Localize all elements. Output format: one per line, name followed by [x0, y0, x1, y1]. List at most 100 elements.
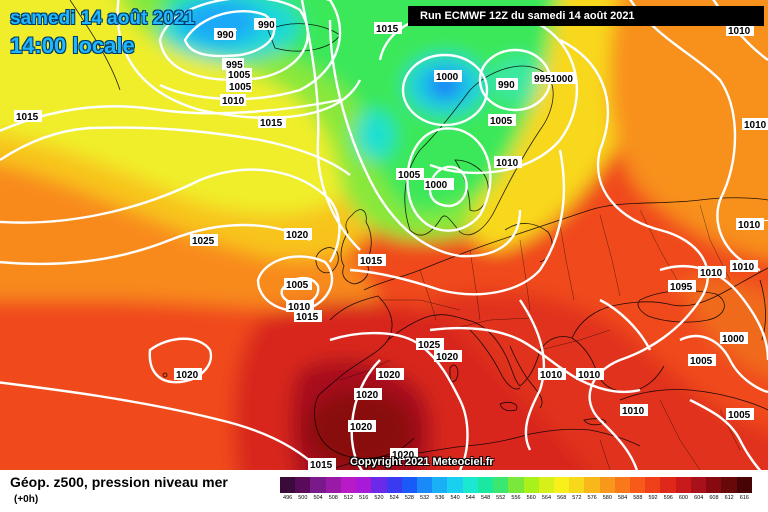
- svg-text:1005: 1005: [228, 70, 251, 81]
- svg-text:1000: 1000: [722, 334, 745, 345]
- isobar-label: 1005: [488, 114, 516, 127]
- map-variable-title: Géop. z500, pression niveau mer: [10, 474, 228, 490]
- svg-text:1005: 1005: [286, 280, 309, 291]
- color-swatch: [447, 477, 463, 493]
- isobar-label: 1005: [284, 278, 312, 291]
- color-scale-ticks: 496 500 504 508 512 516 520 524 528 532 536 540 544 5…: [280, 495, 752, 509]
- map-canvas: 990 990 995 1005 1005 1010 1015 1015 101…: [0, 0, 768, 470]
- isobar-label: 9951000: [532, 72, 576, 85]
- color-swatch: [325, 477, 341, 493]
- svg-text:1010: 1010: [622, 406, 645, 417]
- color-swatch: [630, 477, 646, 493]
- color-swatch: [356, 477, 372, 493]
- scale-tick-label: 608: [709, 495, 719, 501]
- svg-text:9951000: 9951000: [534, 74, 573, 85]
- isobar-label: 1005: [396, 168, 424, 181]
- scale-tick-label: 504: [313, 495, 323, 501]
- svg-text:1010: 1010: [738, 220, 761, 231]
- scale-tick-label: 512: [343, 495, 354, 501]
- svg-text:1005: 1005: [490, 116, 513, 127]
- isobar-label: 1020: [390, 448, 418, 461]
- svg-text:1010: 1010: [728, 26, 751, 37]
- isobar-label: 1005: [226, 80, 252, 93]
- scale-tick-label: 532: [420, 495, 430, 501]
- weather-map: 990 990 995 1005 1005 1010 1015 1015 101…: [0, 0, 768, 470]
- isobar-label: 1010: [736, 218, 764, 231]
- color-swatch: [401, 477, 417, 493]
- scale-tick-label: 496: [283, 495, 293, 501]
- svg-text:1020: 1020: [286, 230, 309, 241]
- svg-text:1095: 1095: [670, 282, 693, 293]
- svg-text:1015: 1015: [260, 118, 283, 129]
- isobar-label: 1015: [14, 110, 42, 123]
- scale-tick-label: 520: [374, 495, 384, 501]
- scale-tick-label: 516: [359, 495, 369, 501]
- scale-tick-label: 560: [526, 495, 536, 501]
- color-swatch: [493, 477, 509, 493]
- isobar-label: 1010: [220, 94, 246, 107]
- svg-text:1015: 1015: [16, 112, 39, 123]
- color-swatch: [432, 477, 448, 493]
- isobar-label: 1095: [668, 280, 696, 293]
- isobar-label: 1015: [358, 254, 386, 267]
- isobar-label: 1000: [424, 178, 454, 191]
- scale-tick-label: 572: [572, 495, 582, 501]
- svg-text:1020: 1020: [378, 370, 401, 381]
- isobar-labels: 990 990 995 1005 1005 1010 1015 1015 101…: [14, 18, 768, 470]
- scale-tick-label: 580: [602, 495, 612, 501]
- scale-tick-label: 588: [633, 495, 643, 501]
- color-swatch: [690, 477, 707, 493]
- svg-text:990: 990: [217, 30, 234, 41]
- isobar-label: 1010: [494, 156, 522, 169]
- color-swatch: [416, 477, 433, 493]
- color-swatch: [584, 477, 600, 493]
- svg-text:1015: 1015: [360, 256, 383, 267]
- scale-tick-label: 592: [648, 495, 658, 501]
- isobar-label: 990: [254, 18, 276, 31]
- svg-text:1020: 1020: [436, 352, 459, 363]
- isobar-label: 1020: [348, 420, 376, 433]
- run-info-banner: Run ECMWF 12Z du samedi 14 août 2021: [408, 6, 764, 26]
- svg-text:1005: 1005: [398, 170, 421, 181]
- isobar-label: 1025: [190, 234, 218, 247]
- svg-text:1005: 1005: [690, 356, 713, 367]
- forecast-time: 14:00 locale: [10, 33, 135, 58]
- svg-text:1000: 1000: [436, 72, 459, 83]
- isobar-label: 1025: [416, 338, 444, 351]
- svg-text:1010: 1010: [288, 302, 311, 313]
- scale-tick-label: 604: [694, 495, 704, 501]
- color-swatch: [295, 477, 311, 493]
- isobar-label: 1005: [726, 408, 754, 421]
- forecast-step: (+0h): [14, 494, 39, 505]
- copyright-notice: Copyright 2021 Meteociel.fr: [350, 456, 494, 468]
- svg-text:1010: 1010: [732, 262, 755, 273]
- isobar-label: 1010: [698, 266, 726, 279]
- svg-text:1005: 1005: [728, 410, 751, 421]
- color-swatch: [371, 477, 387, 493]
- isobar-label: 1010: [620, 404, 648, 417]
- color-swatch: [523, 477, 539, 493]
- isobar-label: 990: [214, 28, 236, 41]
- scale-tick-label: 552: [496, 495, 506, 501]
- svg-text:990: 990: [498, 80, 515, 91]
- isobar-label: 1020: [750, 220, 768, 221]
- color-scale: [280, 477, 752, 493]
- color-swatch: [386, 477, 402, 493]
- color-swatch: [736, 477, 752, 493]
- svg-text:1025: 1025: [192, 236, 215, 247]
- isobar-label: 1000: [720, 332, 748, 345]
- scale-tick-label: 564: [541, 495, 552, 501]
- color-swatch: [721, 477, 737, 493]
- svg-text:1005: 1005: [229, 82, 252, 93]
- color-swatch: [508, 477, 524, 493]
- svg-text:1015: 1015: [376, 24, 399, 35]
- svg-text:1015: 1015: [296, 312, 319, 323]
- svg-text:1020: 1020: [356, 390, 379, 401]
- isobar-label: 1010: [576, 368, 604, 381]
- scale-tick-label: 544: [465, 495, 475, 501]
- isobar-label: 1020: [354, 388, 382, 401]
- map-footer: Géop. z500, pression niveau mer (+0h) 49…: [0, 470, 768, 512]
- svg-text:1010: 1010: [578, 370, 601, 381]
- svg-text:1025: 1025: [418, 340, 441, 351]
- isobar-label: 1015: [258, 116, 286, 129]
